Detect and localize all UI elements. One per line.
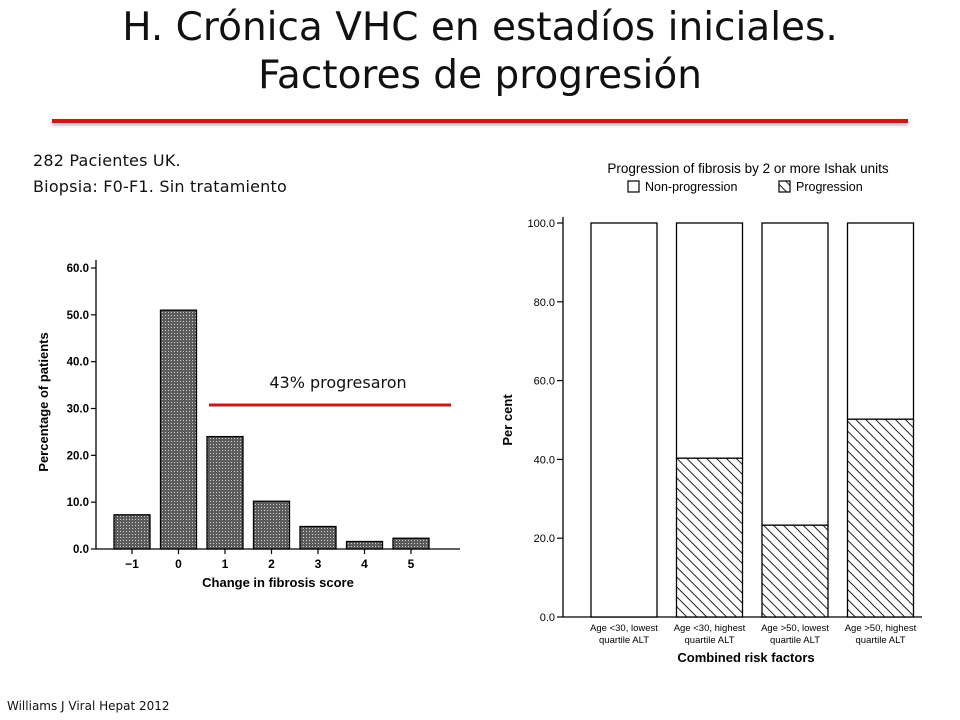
y-tick-label: 10.0 <box>67 497 89 509</box>
bar-non-progression <box>761 222 829 526</box>
y-tick-label: 50.0 <box>67 310 89 322</box>
bar <box>113 514 151 550</box>
x-tick-label: quartile ALT <box>599 635 649 646</box>
y-tick-label: 100.0 <box>527 218 555 230</box>
fibrosis-change-chart: 0.0 10.0 20.0 30.0 40.0 50.0 60.0 −1 0 1 2 3 4 5 Chang… <box>36 260 460 590</box>
x-tick-label: Age >50, highest <box>845 623 917 634</box>
bar-non-progression <box>846 222 915 420</box>
y-tick-label: 20.0 <box>67 450 89 462</box>
y-axis-label: Per cent <box>500 394 515 446</box>
x-tick-label: quartile ALT <box>770 635 820 646</box>
y-tick-label: 60.0 <box>67 263 89 275</box>
x-tick-label: Age <30, highest <box>674 623 746 634</box>
y-tick-label: 40.0 <box>534 454 555 466</box>
bar-progression <box>675 457 744 618</box>
study-info: 282 Pacientes UK. Biopsia: F0-F1. Sin tr… <box>33 148 287 200</box>
y-tick-label: 80.0 <box>534 297 555 309</box>
x-tick-label: 1 <box>222 557 229 571</box>
bar <box>392 537 430 550</box>
y-tick-label: 0.0 <box>73 544 89 556</box>
bar <box>206 435 244 550</box>
bar <box>299 525 337 550</box>
annotation-text: 43% progresaron <box>269 373 406 392</box>
title-underline <box>52 119 908 123</box>
bar <box>252 500 291 550</box>
x-tick-label: 4 <box>361 557 368 571</box>
y-tick-label: 0.0 <box>540 612 555 624</box>
legend-label-progression: Progression <box>796 180 863 194</box>
x-tick-label: 3 <box>315 557 322 571</box>
legend-swatch-progression <box>778 180 791 193</box>
x-axis-label: Change in fibrosis score <box>202 575 354 590</box>
x-axis-label: Combined risk factors <box>677 650 814 665</box>
risk-factor-chart: Progression of fibrosis by 2 or more Ish… <box>500 161 922 665</box>
legend-label-non-progression: Non-progression <box>645 180 737 194</box>
y-tick-label: 60.0 <box>534 376 555 388</box>
study-info-patients: 282 Pacientes UK. <box>33 151 181 170</box>
slide-title: H. Crónica VHC en estadíos iniciales. Fa… <box>0 4 960 100</box>
bar <box>345 540 384 550</box>
bar-progression <box>846 418 915 618</box>
x-tick-label: 0 <box>175 557 182 571</box>
y-tick-label: 20.0 <box>534 533 555 545</box>
x-tick-label: Age >50, lowest <box>761 623 829 634</box>
x-tick-label: quartile ALT <box>685 635 735 646</box>
bar <box>159 309 198 550</box>
y-tick-label: 40.0 <box>67 357 89 369</box>
x-tick-label: 5 <box>408 557 415 571</box>
study-info-biopsy: Biopsia: F0-F1. Sin tratamiento <box>33 177 287 196</box>
slide-title-line2: Factores de progresión <box>258 53 702 98</box>
progression-annotation: 43% progresaron <box>209 373 451 407</box>
bar-progression <box>761 524 829 618</box>
y-axis-label: Percentage of patients <box>36 332 51 471</box>
bar-non-progression <box>590 222 658 618</box>
chart-title: Progression of fibrosis by 2 or more Ish… <box>607 161 889 176</box>
bar-non-progression <box>675 222 744 459</box>
citation: Williams J Viral Hepat 2012 <box>7 699 170 713</box>
x-tick-label: quartile ALT <box>856 635 906 646</box>
legend-swatch-non-progression <box>627 180 640 193</box>
x-tick-label: −1 <box>125 557 139 571</box>
y-tick-label: 30.0 <box>67 404 89 416</box>
x-tick-label: 2 <box>268 557 275 571</box>
slide-title-line1: H. Crónica VHC en estadíos iniciales. <box>122 5 838 50</box>
x-tick-label: Age <30, lowest <box>590 623 658 634</box>
